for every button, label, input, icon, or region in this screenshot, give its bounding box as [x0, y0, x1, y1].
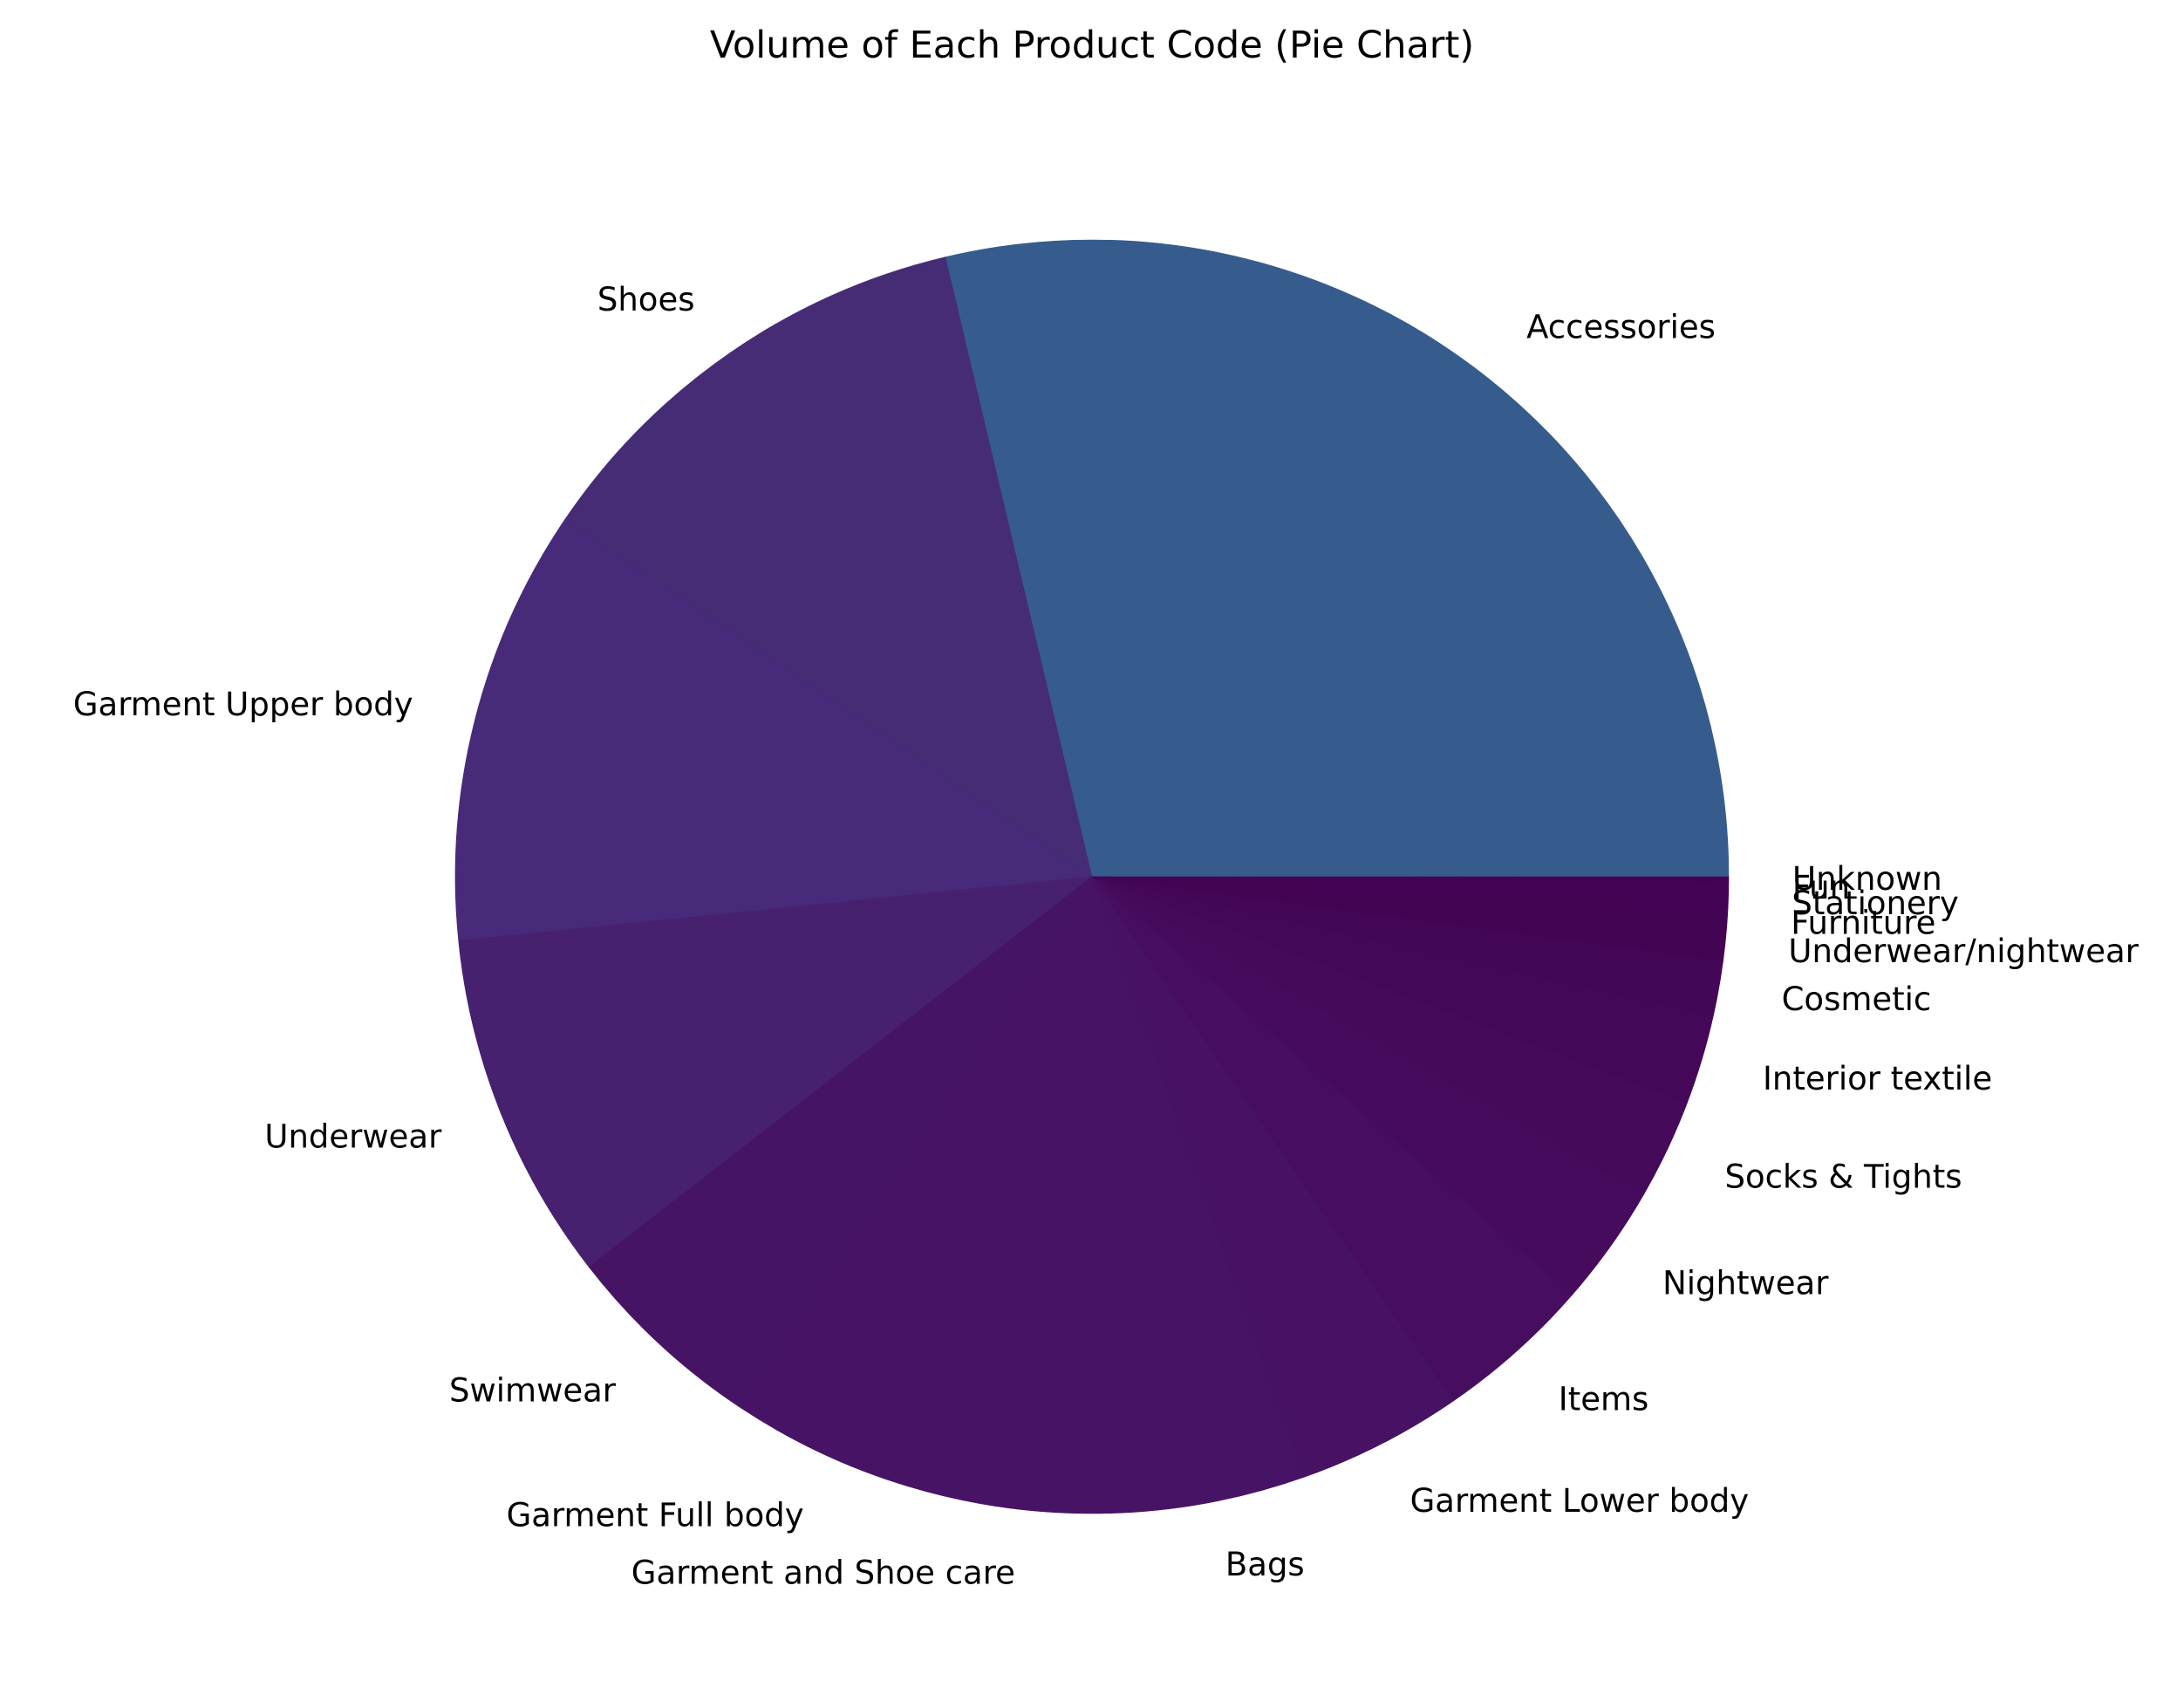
pie-slice-swimwear	[588, 876, 1093, 1409]
pie-slice-garment-full-body	[740, 876, 1093, 1493]
slice-label-garment-and-shoe-care: Garment and Shoe care	[631, 1555, 1015, 1592]
pie-slice-unknown	[1091, 876, 1730, 881]
slice-label-bags: Bags	[1225, 1546, 1305, 1583]
pie-slice-accessories	[945, 239, 1730, 878]
slice-label-shoes: Shoes	[597, 281, 695, 318]
slice-label-unknown: Unknown	[1792, 860, 1942, 898]
slice-label-garment-lower-body: Garment Lower body	[1410, 1482, 1750, 1520]
pie-slice-garment-and-shoe-care	[925, 876, 1121, 1514]
slice-label-accessories: Accessories	[1526, 309, 1716, 346]
pie-slice-garment-lower-body	[1091, 876, 1454, 1478]
chart-title: Volume of Each Product Code (Pie Chart)	[710, 24, 1474, 67]
pie-slice-underwear	[458, 876, 1094, 1268]
slice-label-fun: Fun	[1792, 869, 1850, 906]
slice-label-interior-textile: Interior textile	[1763, 1060, 1992, 1097]
slice-labels: Accessories Shoes Garment Upper body Underw…	[73, 281, 2140, 1592]
slice-label-garment-full-body: Garment Full body	[507, 1496, 804, 1534]
slice-label-socks-tights: Socks & Tights	[1725, 1158, 1962, 1196]
slice-label-items: Items	[1559, 1381, 1649, 1418]
slice-label-nightwear: Nightwear	[1662, 1264, 1829, 1302]
slice-label-underwear-nightwear: Underwear/nightwear	[1788, 933, 2139, 970]
slice-label-garment-upper-body: Garment Upper body	[73, 686, 413, 723]
pie-slice-garment-upper-body	[454, 518, 1093, 941]
pie-slice-bags	[1091, 876, 1305, 1514]
pie-slice-items	[1091, 876, 1573, 1402]
slice-label-stationery: Stationery	[1792, 885, 1958, 922]
slice-label-furniture: Furniture	[1791, 904, 1935, 941]
slice-label-swimwear: Swimwear	[449, 1371, 617, 1409]
pie-slices	[454, 239, 1730, 1514]
slice-label-underwear: Underwear	[264, 1117, 442, 1155]
slice-label-cosmetic: Cosmetic	[1782, 981, 1932, 1018]
pie-slice-shoes	[564, 256, 1093, 878]
